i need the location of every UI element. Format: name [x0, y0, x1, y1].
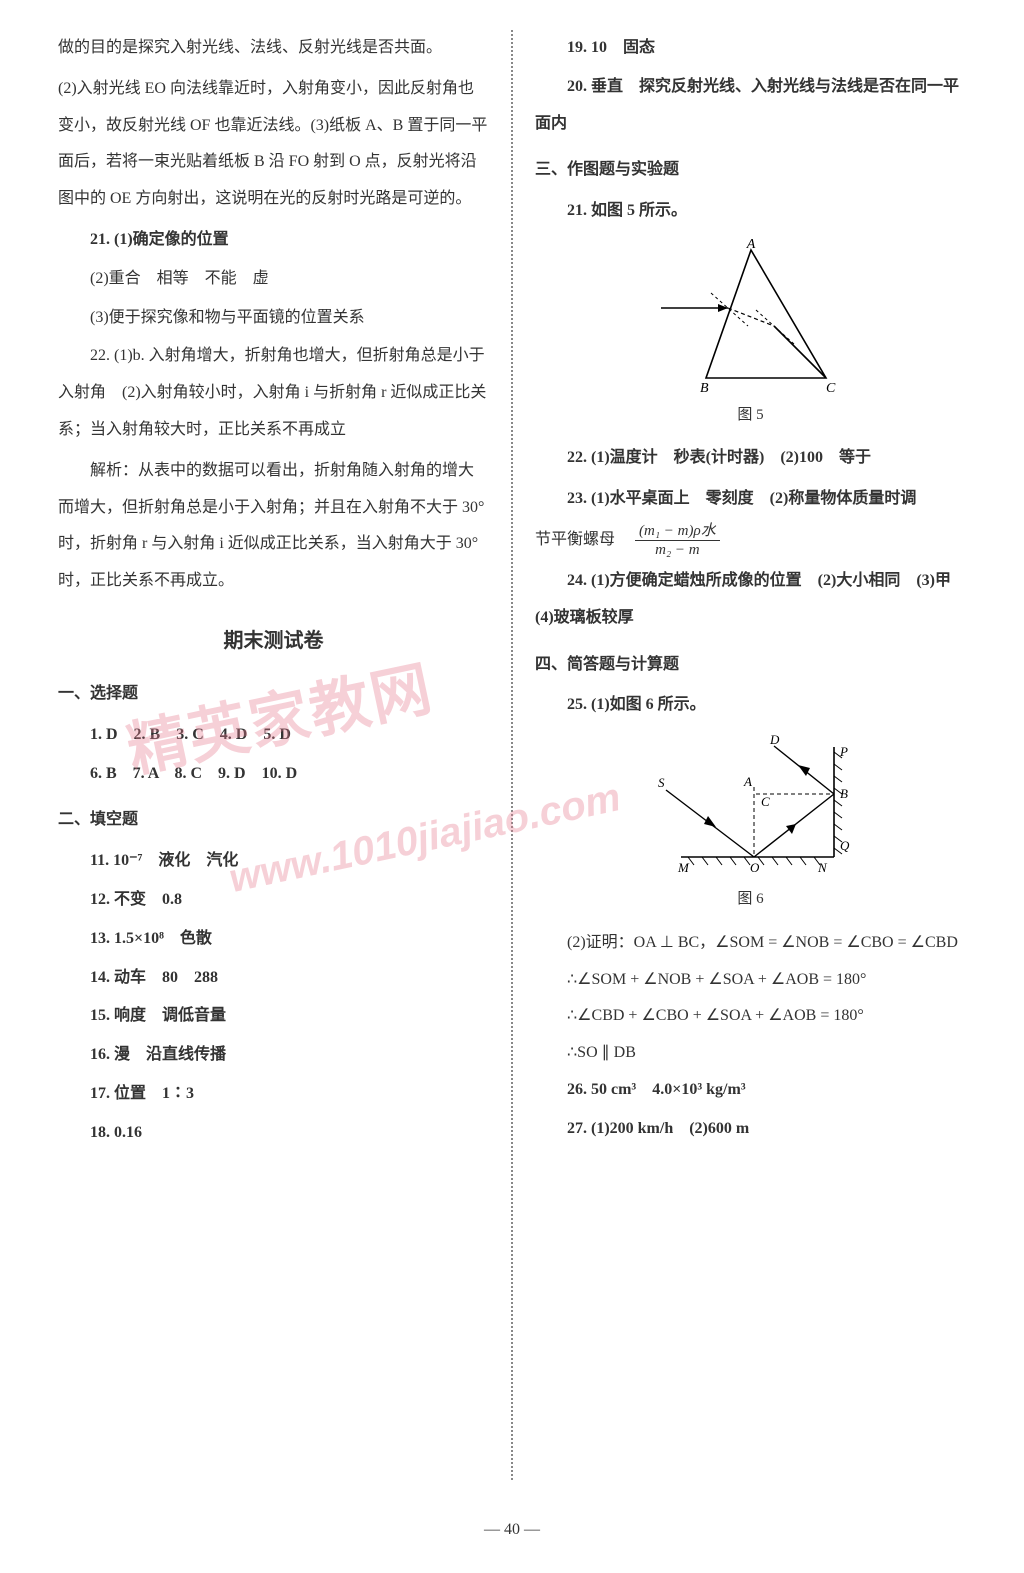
answer-21-3: (3)便于探究像和物与平面镜的位置关系 [58, 300, 489, 337]
text: 12. 不变 0.8 [90, 891, 182, 908]
label-Q: Q [840, 838, 850, 853]
text: 11. 10⁻⁷ 液化 汽化 [90, 852, 238, 869]
fill-11: 11. 10⁻⁷ 液化 汽化 [58, 843, 489, 880]
q23-b: 节平衡螺母 (m₁ − m)ρ水 m₂ − m [535, 522, 966, 559]
figure-5-caption: 图 5 [535, 398, 966, 433]
final-exam-title: 期末测试卷 [58, 618, 489, 664]
label-B: B [840, 786, 848, 801]
text: 27. (1)200 km/h (2)600 m [567, 1120, 749, 1137]
paragraph: 做的目的是探究入射光线、法线、反射光线是否共面。 [58, 30, 489, 67]
fill-19: 19. 10 固态 [535, 30, 966, 67]
label-O: O [750, 860, 760, 875]
fill-18: 18. 0.16 [58, 1115, 489, 1152]
fill-17: 17. 位置 1∶3 [58, 1076, 489, 1113]
text: 解析：从表中的数据可以看出，折射角随入射角的增大而增大，但折射角总是小于入射角；… [58, 462, 484, 589]
qnum: 21. (1)确定像的位置 [90, 231, 229, 248]
fraction-denominator: m₂ − m [635, 541, 720, 559]
fill-13: 13. 1.5×10⁸ 色散 [58, 921, 489, 958]
answer-21-1: 21. (1)确定像的位置 [58, 222, 489, 259]
section-2: 二、填空题 [58, 802, 489, 839]
label-A: A [745, 238, 755, 252]
proof-line-1: (2)证明：OA ⊥ BC，∠SOM = ∠NOB = ∠CBO = ∠CBD [535, 925, 966, 962]
text: 16. 漫 沿直线传播 [90, 1046, 226, 1063]
fill-15: 15. 响度 调低音量 [58, 998, 489, 1035]
proof-line-2: ∴∠SOM + ∠NOB + ∠SOA + ∠AOB = 180° [535, 962, 966, 999]
q26: 26. 50 cm³ 4.0×10³ kg/m³ [535, 1072, 966, 1109]
q24-right: 24. (1)方便确定蜡烛所成像的位置 (2)大小相同 (3)甲 (4)玻璃板较… [535, 563, 966, 637]
text: 22. (1)b. 入射角增大，折射角也增大，但折射角总是小于入射角 (2)入射… [58, 347, 486, 438]
text: 15. 响度 调低音量 [90, 1007, 226, 1024]
page-number: — 40 — [0, 1512, 1024, 1549]
answer-21-2: (2)重合 相等 不能 虚 [58, 261, 489, 298]
label-M: M [677, 860, 690, 875]
fill-12: 12. 不变 0.8 [58, 882, 489, 919]
fill-14: 14. 动车 80 288 [58, 960, 489, 997]
text: 22. (1)温度计 秒表(计时器) (2)100 等于 [567, 449, 871, 466]
figure-5-svg: A B C [656, 238, 846, 398]
label-P: P [839, 744, 848, 759]
label-A: A [743, 774, 752, 789]
text: 20. 垂直 探究反射光线、入射光线与法线是否在同一平面内 [535, 78, 959, 132]
label-B: B [700, 381, 709, 396]
label-D: D [769, 732, 780, 747]
proof-line-3: ∴∠CBD + ∠CBO + ∠SOA + ∠AOB = 180° [535, 998, 966, 1035]
left-column: 做的目的是探究入射光线、法线、反射光线是否共面。 (2)入射光线 EO 向法线靠… [40, 30, 507, 1480]
text: 17. 位置 1∶3 [90, 1085, 194, 1102]
figure-6: S A C D P B Q M O N 图 6 [535, 732, 966, 917]
figure-6-caption: 图 6 [535, 882, 966, 917]
text: 节平衡螺母 [535, 531, 631, 548]
label-C: C [761, 794, 770, 809]
q25-right: 25. (1)如图 6 所示。 [535, 687, 966, 724]
label-N: N [817, 860, 828, 875]
answer-22: 22. (1)b. 入射角增大，折射角也增大，但折射角总是小于入射角 (2)入射… [58, 338, 489, 448]
figure-5: A B C 图 5 [535, 238, 966, 433]
q22-right: 22. (1)温度计 秒表(计时器) (2)100 等于 [535, 440, 966, 477]
answer-22-explain: 解析：从表中的数据可以看出，折射角随入射角的增大而增大，但折射角总是小于入射角；… [58, 453, 489, 600]
q23-a: 23. (1)水平桌面上 零刻度 (2)称量物体质量时调 [535, 481, 966, 518]
proof-line-4: ∴SO ∥ DB [535, 1035, 966, 1072]
paragraph: (2)入射光线 EO 向法线靠近时，入射角变小，因此反射角也变小，故反射光线 O… [58, 71, 489, 218]
fraction-numerator: (m₁ − m)ρ水 [635, 522, 720, 541]
page-columns: 做的目的是探究入射光线、法线、反射光线是否共面。 (2)入射光线 EO 向法线靠… [40, 30, 984, 1480]
text: 26. 50 cm³ 4.0×10³ kg/m³ [567, 1081, 746, 1098]
mc-row-2: 6. B 7. A 8. C 9. D 10. D [58, 756, 489, 793]
text: 13. 1.5×10⁸ 色散 [90, 930, 212, 947]
fraction: (m₁ − m)ρ水 m₂ − m [635, 522, 720, 559]
mc-row-1: 1. D 2. B 3. C 4. D 5. D [58, 717, 489, 754]
q27: 27. (1)200 km/h (2)600 m [535, 1111, 966, 1148]
section-4: 四、简答题与计算题 [535, 647, 966, 684]
label-C: C [826, 381, 836, 396]
q21-right: 21. 如图 5 所示。 [535, 193, 966, 230]
text: 24. (1)方便确定蜡烛所成像的位置 (2)大小相同 (3)甲 (4)玻璃板较… [535, 572, 967, 626]
label-S: S [658, 775, 665, 790]
text: 18. 0.16 [90, 1124, 142, 1141]
right-column: 19. 10 固态 20. 垂直 探究反射光线、入射光线与法线是否在同一平面内 … [517, 30, 984, 1480]
text: 19. 10 固态 [567, 39, 655, 56]
figure-6-svg: S A C D P B Q M O N [636, 732, 866, 882]
text: 14. 动车 80 288 [90, 969, 218, 986]
section-3: 三、作图题与实验题 [535, 152, 966, 189]
section-1: 一、选择题 [58, 676, 489, 713]
fill-16: 16. 漫 沿直线传播 [58, 1037, 489, 1074]
fill-20: 20. 垂直 探究反射光线、入射光线与法线是否在同一平面内 [535, 69, 966, 143]
text: 23. (1)水平桌面上 零刻度 (2)称量物体质量时调 [567, 490, 916, 507]
column-divider [511, 30, 513, 1480]
